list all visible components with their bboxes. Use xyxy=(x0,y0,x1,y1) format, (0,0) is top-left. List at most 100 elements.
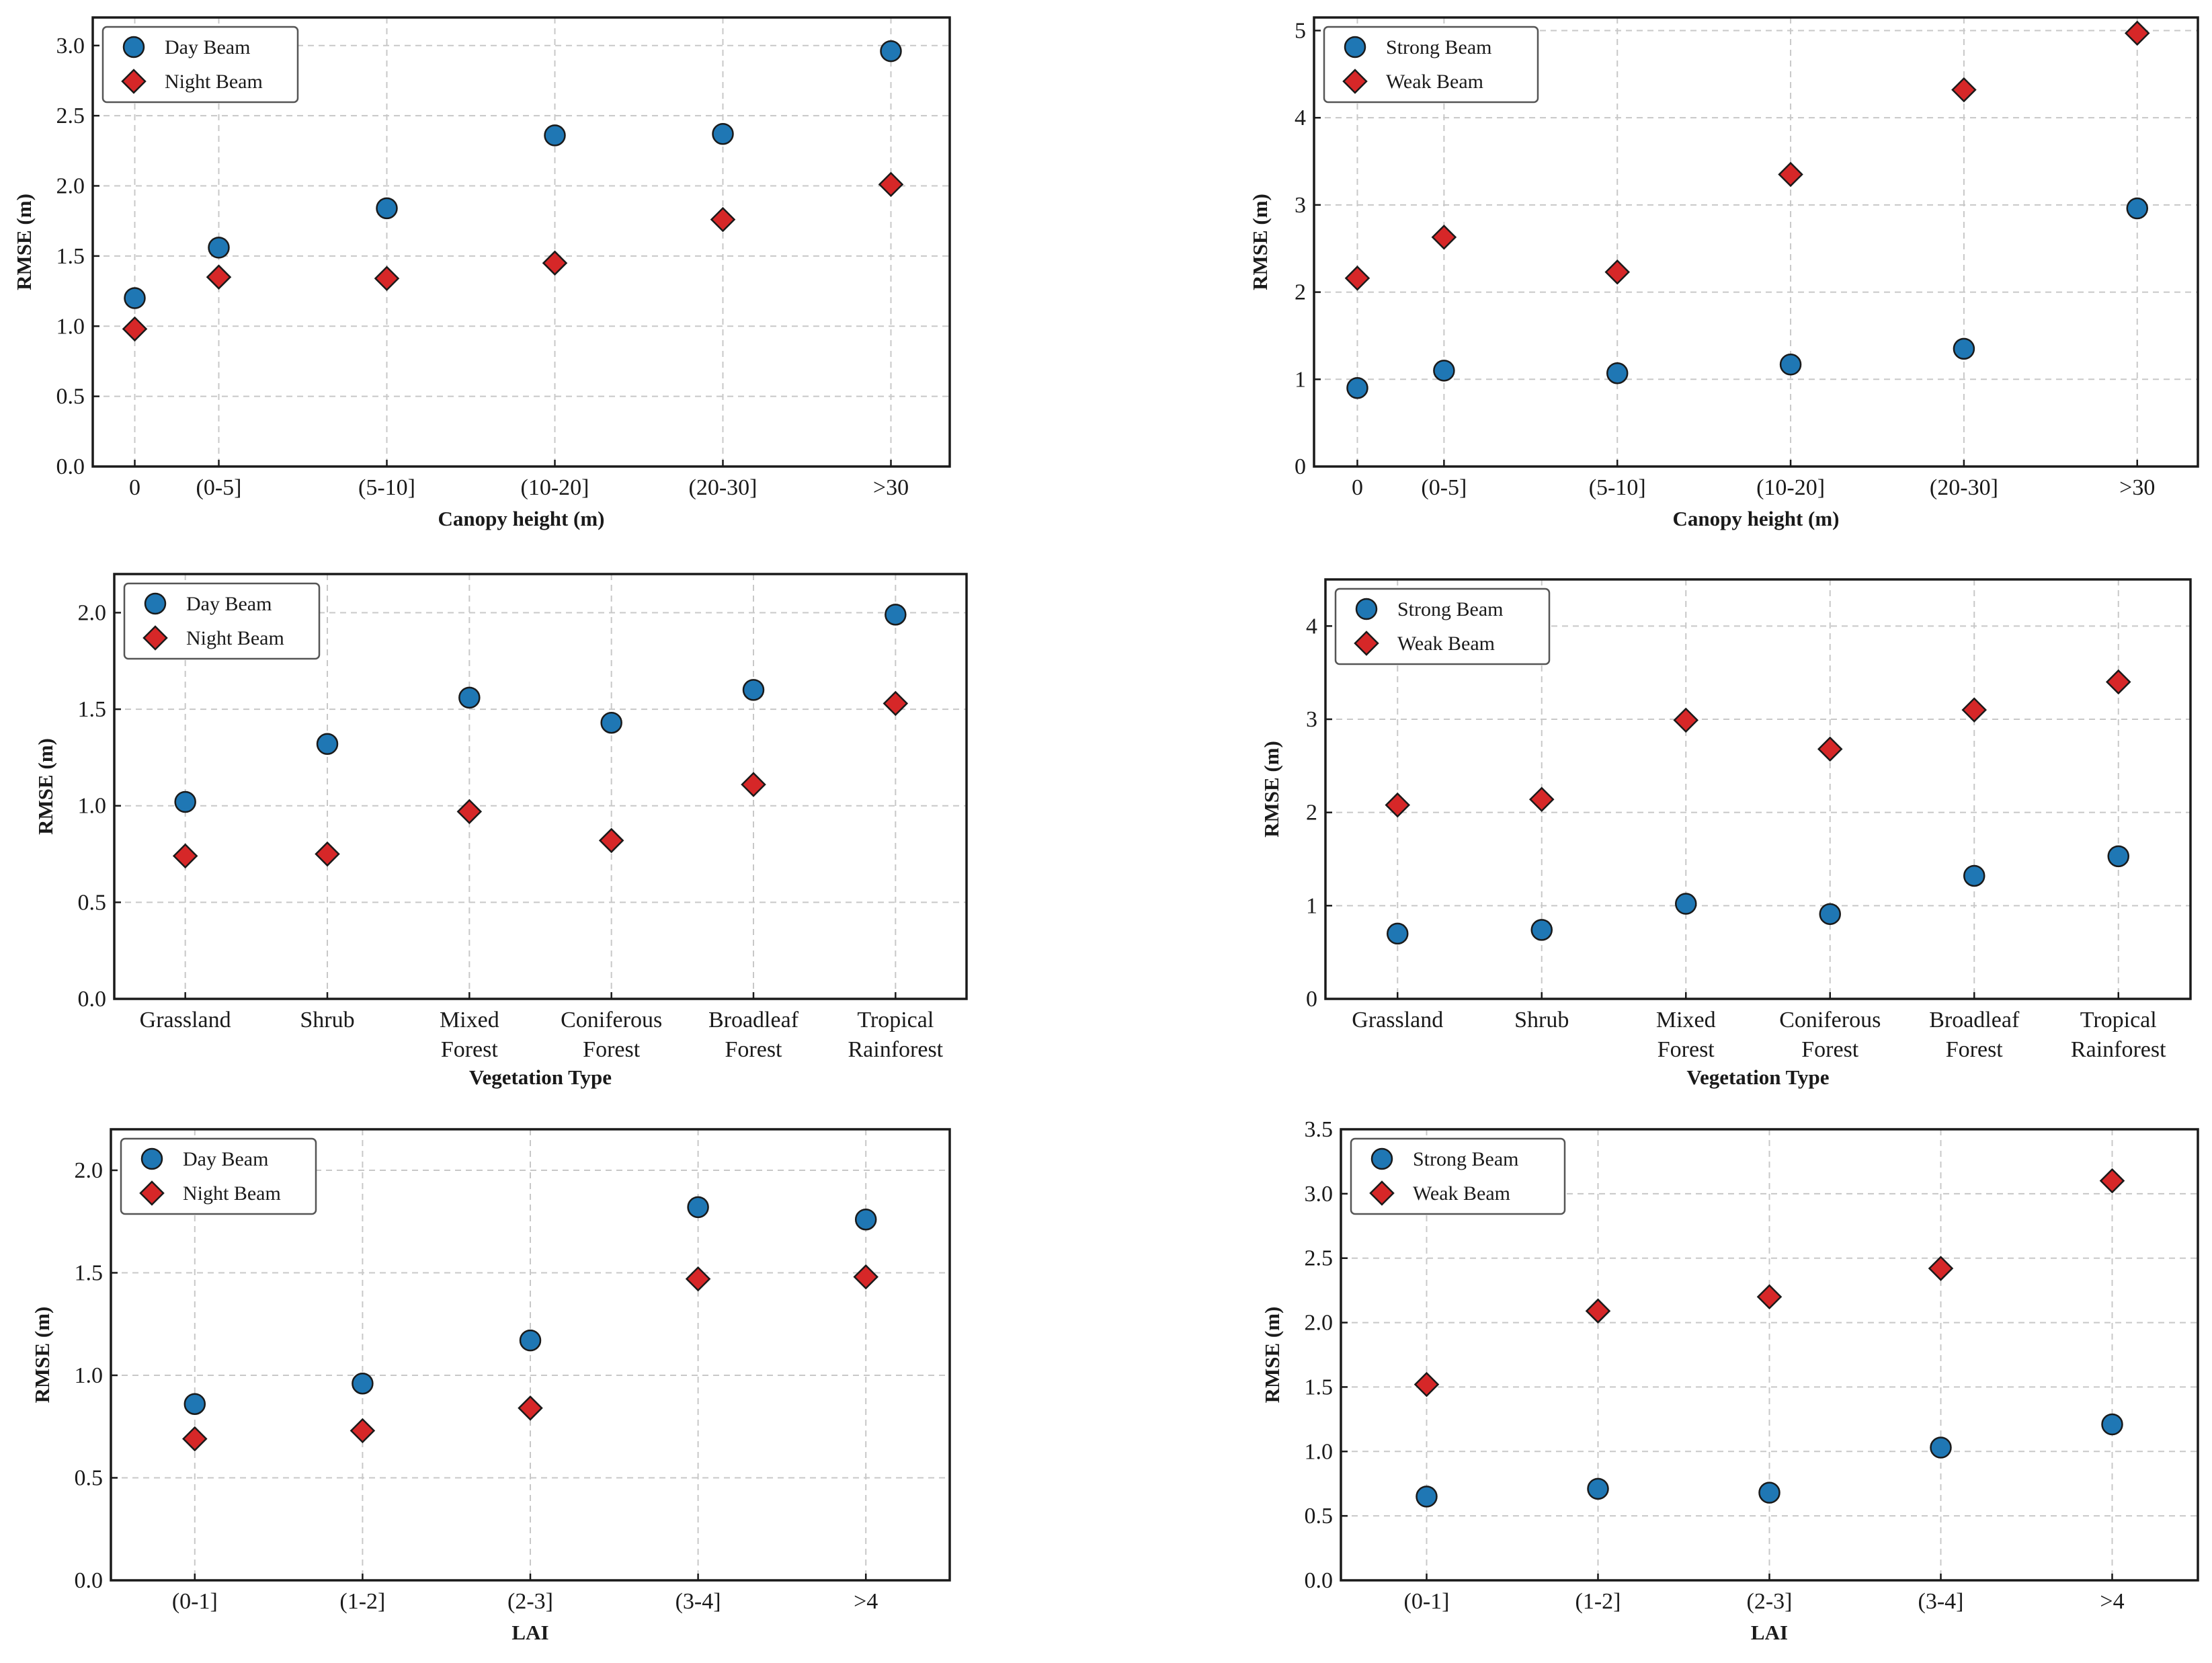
chart-6: 0.0 0.5 1.0 1.5 2.0 2.5 3.0 3.5 (0-1] (1-2] (2-3] (… xyxy=(1260,1117,2199,1644)
diamond-point xyxy=(456,799,483,825)
legend-box xyxy=(1323,26,1539,104)
diamond-point xyxy=(883,690,909,717)
diamond-point xyxy=(374,266,400,292)
y-tick-label: 2.0 xyxy=(75,1158,104,1183)
circle-point xyxy=(1433,360,1455,382)
y-tick-label: 0.0 xyxy=(56,454,85,479)
diamond-point xyxy=(1817,736,1843,762)
circle-point xyxy=(600,711,622,734)
diamond-point xyxy=(1673,707,1699,733)
y-tick-label: 0.5 xyxy=(75,1466,104,1491)
legend-diamond-icon xyxy=(142,625,168,651)
circle-point xyxy=(2107,845,2129,868)
plot-frame xyxy=(91,16,951,468)
x-axis-label: LAI xyxy=(511,1621,548,1644)
x-tick-label: (5-10] xyxy=(1589,475,1646,500)
diamond-point xyxy=(685,1266,711,1292)
x-tick-label: (2-3] xyxy=(1747,1589,1793,1614)
x-axis-label: LAI xyxy=(1751,1621,1788,1644)
x-tick-label: Mixed Forest xyxy=(1656,1008,1716,1062)
y-tick-label: 3 xyxy=(1306,707,1317,732)
circle-point xyxy=(376,197,398,220)
plot-frame xyxy=(1324,578,2192,1000)
circle-point xyxy=(1675,893,1697,915)
y-tick-label: 0 xyxy=(1306,987,1317,1012)
chart-1: 0.0 0.5 1.0 1.5 2.0 2.5 3.0 0 (0-5] (5-10] (10-20]… xyxy=(12,16,951,530)
x-tick-label: Tropical Rainforest xyxy=(2071,1008,2166,1062)
diamond-point xyxy=(206,264,232,290)
y-tick-label: 0.0 xyxy=(78,987,107,1012)
diamond-point xyxy=(350,1418,376,1444)
x-tick-label: (0-1] xyxy=(172,1589,218,1614)
chart-2: 0 1 2 3 4 5 0 (0-5] (5-10] (10-20] (20-30] >30 Canop… xyxy=(1248,16,2199,530)
diamond-point xyxy=(1756,1284,1783,1309)
diamond-point xyxy=(2105,669,2131,695)
y-tick-label: 2.5 xyxy=(1305,1246,1334,1271)
circle-point xyxy=(208,237,230,259)
chart-5: 0.0 0.5 1.0 1.5 2.0 (0-1] (1-2] (2-3] (3-4] >4 LAI… xyxy=(30,1128,951,1644)
circle-point xyxy=(1416,1486,1438,1508)
x-tick-label: (0-5] xyxy=(1421,475,1467,500)
x-tick-label: >4 xyxy=(854,1589,878,1614)
diamond-point xyxy=(1414,1371,1440,1397)
plot-frame xyxy=(113,573,968,1000)
circle-point xyxy=(885,604,907,626)
diamond-point xyxy=(598,827,624,854)
x-tick-label: >4 xyxy=(2100,1589,2124,1614)
chart-3: 0.0 0.5 1.0 1.5 2.0 Grassland Shrub Mixed Forest… xyxy=(34,573,968,1089)
circle-point xyxy=(1387,922,1409,945)
diamond-point xyxy=(518,1395,543,1421)
legend-circle-icon xyxy=(1344,36,1366,58)
y-tick-label: 3.0 xyxy=(56,34,85,58)
diamond-point xyxy=(542,250,568,276)
circle-point xyxy=(854,1208,877,1231)
y-tick-label: 2.0 xyxy=(78,600,107,625)
circle-point xyxy=(183,1393,206,1415)
x-tick-label: 0 xyxy=(129,475,140,500)
legend-circle-icon xyxy=(140,1147,163,1170)
x-tick-label: Grassland xyxy=(1352,1008,1443,1032)
circle-point xyxy=(124,287,146,309)
circle-point xyxy=(458,686,481,709)
legend-diamond-icon xyxy=(1354,631,1379,656)
legend-label: Strong Beam xyxy=(1397,598,1504,620)
y-tick-label: 0.0 xyxy=(75,1568,104,1593)
legend-circle-icon xyxy=(1355,598,1378,620)
legend-label: Strong Beam xyxy=(1386,36,1492,58)
x-tick-label: (10-20] xyxy=(1756,475,1825,500)
legend-circle-icon xyxy=(1370,1147,1393,1170)
diamond-point xyxy=(1385,792,1411,818)
x-tick-label: (3-4] xyxy=(1918,1589,1964,1614)
circle-point xyxy=(2126,197,2149,220)
y-tick-label: 0.5 xyxy=(56,384,85,409)
diamond-point xyxy=(2124,20,2150,46)
legend-label: Strong Beam xyxy=(1413,1148,1519,1170)
circle-point xyxy=(1953,337,1975,360)
circle-point xyxy=(1530,919,1553,941)
diamond-point xyxy=(1585,1298,1611,1324)
diamond-point xyxy=(1928,1256,1954,1281)
legend-circle-icon xyxy=(122,36,145,58)
legend-diamond-icon xyxy=(1369,1180,1395,1206)
circle-point xyxy=(1779,353,1802,376)
legend-box xyxy=(123,582,321,660)
legend-label: Night Beam xyxy=(186,627,284,649)
x-tick-label: (10-20] xyxy=(521,475,589,500)
x-tick-label: >30 xyxy=(873,475,909,500)
y-tick-label: 1.5 xyxy=(75,1261,104,1286)
y-tick-label: 5 xyxy=(1295,18,1306,43)
x-tick-label: (2-3] xyxy=(507,1589,553,1614)
y-tick-label: 1.0 xyxy=(1305,1439,1334,1464)
x-tick-label: >30 xyxy=(2119,475,2155,500)
y-tick-label: 0.0 xyxy=(1305,1568,1334,1593)
diamond-point xyxy=(182,1426,208,1452)
circle-point xyxy=(174,790,196,813)
y-tick-label: 1.5 xyxy=(78,697,107,722)
circle-point xyxy=(1819,903,1841,926)
x-tick-label: Grassland xyxy=(140,1008,231,1032)
circle-point xyxy=(880,40,902,63)
legend-label: Day Beam xyxy=(183,1148,268,1170)
legend-label: Weak Beam xyxy=(1397,633,1495,655)
y-tick-label: 0.5 xyxy=(78,890,107,915)
circle-point xyxy=(1963,864,1985,887)
